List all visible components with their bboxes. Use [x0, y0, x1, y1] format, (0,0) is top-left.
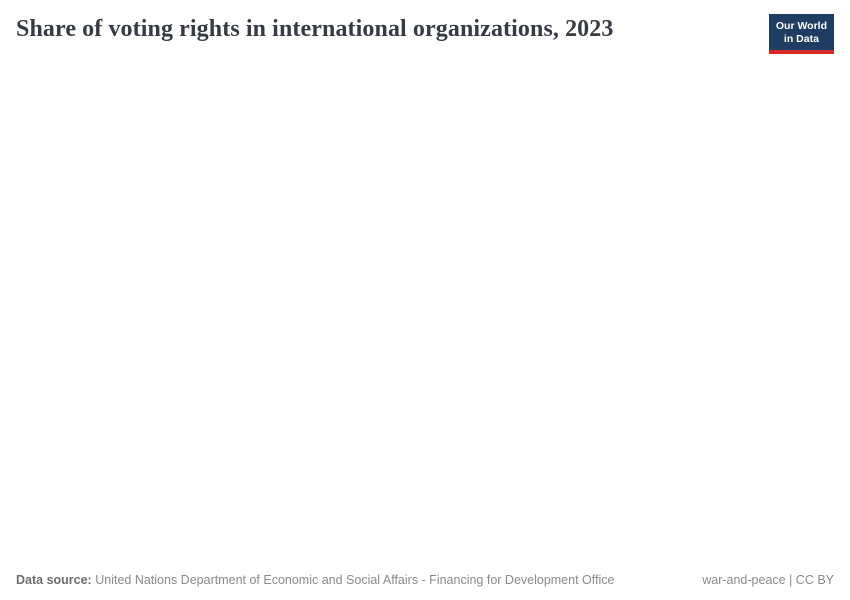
attribution-license: war-and-peace | CC BY [702, 573, 834, 587]
chart-title: Share of voting rights in international … [16, 16, 614, 42]
owid-logo: Our World in Data [768, 14, 834, 54]
owid-logo-line1: Our World [775, 20, 827, 32]
chart-plot-area-empty [0, 58, 850, 560]
data-source-text: United Nations Department of Economic an… [95, 573, 615, 587]
data-source-line: Data source: United Nations Department o… [16, 573, 614, 587]
chart-footer: Data source: United Nations Department o… [0, 573, 850, 587]
data-source-label: Data source: [16, 573, 92, 587]
owid-logo-line2: in Data [783, 32, 819, 45]
chart-header: Share of voting rights in international … [0, 0, 850, 54]
